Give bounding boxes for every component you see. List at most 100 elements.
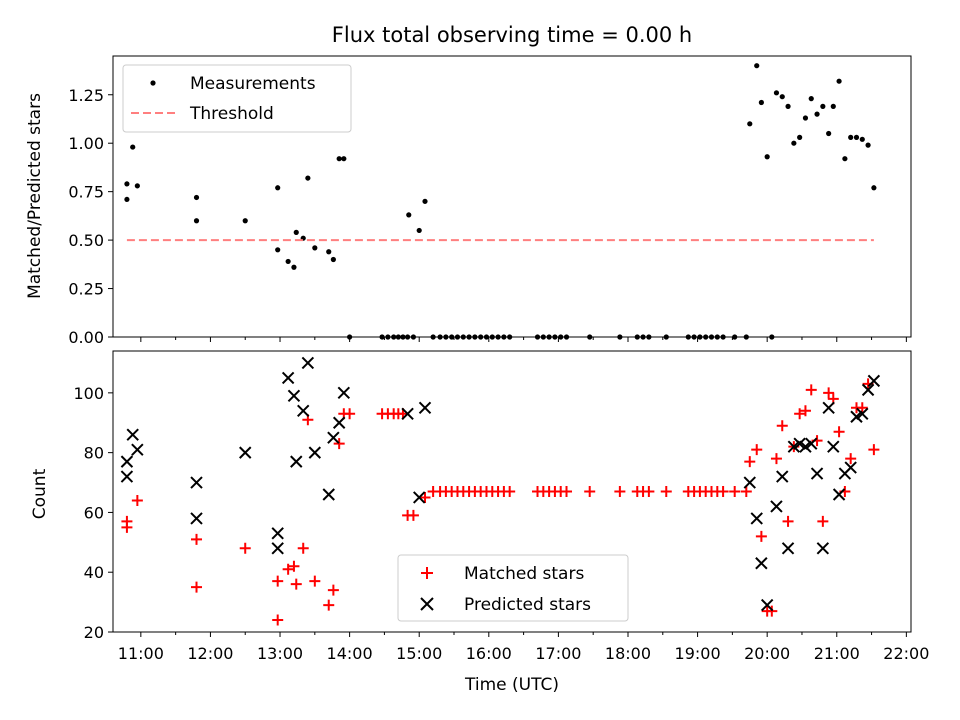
predicted-stars-point [126,428,139,441]
measurements-point [193,194,200,201]
predicted-stars-point [271,542,284,555]
predicted-stars-point [290,455,303,468]
measurements-point [285,258,291,265]
matched-stars-point [868,444,880,456]
measurements-point [617,334,623,340]
predicted-stars-point [776,470,789,483]
measurements-point [472,334,478,340]
x-tick-label: 18:00 [605,644,651,663]
bottom-plot-area: 20 40 60 80 100 11:00 12:00 13:00 14:00 15:00 16:0… [73,350,929,663]
measurements-point [385,334,391,340]
matched-stars-point [121,521,133,533]
measurements-point [483,334,490,340]
measurements-point [501,334,507,340]
legend-predicted-label: Predicted stars [464,595,591,615]
x-tick-label: 12:00 [187,644,233,663]
predicted-stars-point [131,443,144,456]
measurements-point [558,334,564,340]
measurements-point [379,334,385,340]
matched-stars-point [794,408,806,420]
measurements-point [293,229,299,235]
measurements-point [534,334,541,340]
measurements-point [478,334,484,340]
measurements-point [826,130,832,137]
measurements-point [747,121,753,127]
predicted-stars-point [322,488,335,501]
measurements-point [720,334,726,340]
predicted-stars-point [190,476,203,489]
measurements-point [836,78,842,84]
top-y-tick-label: 0.00 [68,328,104,347]
measurements-point [466,334,472,340]
bottom-y-axis-label: Count [30,468,50,519]
x-tick-label: 11:00 [118,644,164,663]
predicted-stars-point [239,446,252,459]
predicted-stars-point [844,461,857,474]
predicted-stars-point [750,512,763,525]
measurements-point [708,334,715,340]
matched-stars-point [856,402,868,414]
measurements-point [764,154,770,160]
measurements-point [291,264,297,270]
predicted-stars-point [271,527,284,540]
predicted-stars-point [867,374,881,388]
predicted-stars-point [308,446,322,459]
measurements-point [540,334,546,340]
matched-stars-point [131,494,143,506]
measurements-point [859,136,865,142]
measurements-point [546,334,552,340]
matched-stars-point [729,486,741,497]
measurements-point [124,196,130,203]
measurements-point [830,103,836,109]
x-tick-label: 15:00 [396,644,442,663]
predicted-stars-point [850,410,863,423]
matched-stars-point [290,578,302,590]
measurements-point [507,334,513,340]
predicted-stars-point [743,476,756,489]
matched-stars-point [770,453,782,465]
measurements-point [326,249,332,255]
measurements-point [773,90,780,96]
legend-threshold-label: Threshold [189,104,274,124]
measurements-point [341,156,347,162]
matched-stars-point [823,387,835,399]
matched-stars-point [191,581,203,593]
predicted-stars-point [281,371,295,385]
matched-stars-point [805,384,817,396]
top-y-axis-label: Matched/Predicted stars [25,93,45,299]
top-plot-area: 0.00 0.25 0.50 0.75 1.00 1.25 [68,55,912,347]
measurements-point [563,334,570,340]
measurements-point [791,140,797,146]
predicted-stars-point [297,404,310,417]
predicted-stars-point [787,440,801,453]
matched-stars-point [614,486,626,497]
measurements-point [732,334,738,340]
bottom-y-tick-label: 100 [73,384,104,403]
measurements-point [400,334,406,340]
measurements-point [646,334,652,340]
measurements-point [405,334,411,340]
predicted-stars-point [401,407,414,420]
matched-stars-point [782,515,794,527]
measurements-point [663,334,669,340]
matched-stars-point [191,533,203,545]
matched-stars-point [643,486,655,497]
measurements-point [395,334,401,340]
measurements-point [814,111,820,117]
measurements-point [312,245,318,251]
x-axis-label: Time (UTC) [464,675,559,695]
measurements-point [714,334,720,340]
matched-stars-point [333,438,345,450]
top-y-tick-label: 0.25 [68,280,104,299]
top-chart-title: Flux total observing time = 0.00 h [332,23,692,47]
matched-stars-point [744,456,756,468]
predicted-stars-point [760,598,774,612]
measurements-point [454,334,461,340]
measurements-point [330,256,336,263]
matched-stars-point [584,486,596,497]
x-tick-label: 13:00 [257,644,303,663]
measurements-point [460,334,466,340]
measurements-point [640,334,646,340]
measurements-point [416,227,422,234]
